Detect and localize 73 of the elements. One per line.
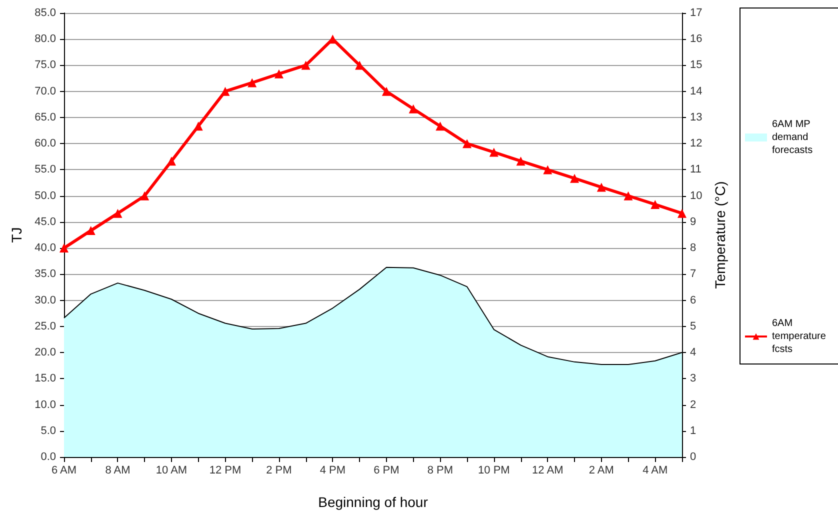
y2-axis-title: Temperature (°C)	[712, 181, 728, 289]
y-tick-label: 45.0	[34, 216, 56, 228]
y2-tick-label: 6	[690, 294, 696, 306]
y2-tick-label: 15	[690, 59, 702, 72]
y2-tick-label: 16	[690, 33, 702, 46]
y-tick-label: 60.0	[34, 138, 56, 150]
y2-tick-label: 10	[690, 190, 702, 202]
legend-label: 6AM MP demand forecasts	[772, 119, 813, 156]
x-tick-label: 10 PM	[478, 464, 510, 476]
point	[516, 156, 526, 166]
point	[113, 208, 122, 218]
y-tick-label: 20.0	[34, 346, 56, 359]
y2-tick-label: 8	[690, 242, 696, 254]
x-tick-label: 12 AM	[532, 464, 564, 476]
x-tick-label: 6 PM	[374, 464, 400, 476]
y2-tick-label: 14	[690, 85, 702, 98]
y-tick-label: 50.0	[34, 190, 56, 202]
y-tick-label: 25.0	[34, 320, 56, 332]
x-tick-label: 4 AM	[642, 464, 668, 476]
point	[543, 165, 552, 174]
y2-tick-label: 17	[690, 7, 702, 19]
y-axis-title: TJ	[8, 227, 25, 243]
point	[86, 226, 96, 236]
y-tick-label: 70.0	[34, 85, 56, 98]
y-tick-label: 65.0	[34, 111, 56, 124]
y-tick-label: 80.0	[34, 33, 56, 46]
y-tick-label: 35.0	[34, 268, 56, 280]
point	[678, 208, 686, 218]
y2-tick-label: 9	[690, 216, 696, 228]
y2-tick-label: 5	[690, 320, 696, 332]
y2-tick-label: 11	[690, 164, 702, 176]
point	[436, 122, 445, 131]
y2-tick-label: 13	[690, 111, 702, 124]
x-tick-label: 4 PM	[320, 464, 346, 476]
point	[570, 174, 580, 183]
x-tick-label: 8 AM	[105, 464, 130, 476]
point	[60, 244, 68, 253]
y-tick-label: 0.0	[40, 451, 56, 463]
point	[382, 86, 391, 96]
point	[194, 122, 203, 131]
y2-tick-label: 1	[690, 424, 696, 437]
y2-tick-label: 12	[690, 138, 702, 150]
x-tick-label: 2 AM	[588, 464, 614, 476]
y-tick-label: 5.0	[40, 424, 56, 437]
x-tick-label: 10 AM	[156, 464, 188, 476]
point	[248, 78, 257, 88]
y-tick-label: 40.0	[34, 242, 56, 254]
point	[274, 69, 284, 78]
x-tick-label: 12 PM	[209, 464, 242, 476]
x-tick-label: 2 PM	[266, 464, 292, 476]
point	[650, 200, 660, 209]
y-tick-label: 75.0	[34, 59, 56, 72]
y2-tick-label: 2	[690, 398, 696, 411]
x-axis-title: Beginning of hour	[318, 494, 428, 510]
y2-tick-label: 7	[690, 268, 696, 280]
x-tick-label: 8 PM	[427, 464, 454, 476]
y2-tick-label: 3	[690, 372, 696, 385]
point	[489, 148, 498, 157]
point	[596, 182, 606, 192]
y-tick-label: 85.0	[34, 7, 56, 19]
point	[140, 191, 150, 200]
point	[408, 104, 418, 114]
y-tick-label: 30.0	[34, 294, 56, 306]
y-tick-label: 15.0	[34, 372, 56, 385]
point	[301, 60, 310, 70]
y2-tick-label: 4	[690, 346, 696, 359]
point	[462, 139, 472, 148]
x-tick-label: 6 AM	[51, 464, 77, 476]
legend-label: 6AM temperature fcsts	[772, 318, 829, 355]
y2-tick-label: 0	[690, 451, 696, 463]
y-tick-label: 55.0	[34, 164, 56, 176]
y-tick-label: 10.0	[34, 398, 56, 411]
point	[624, 191, 633, 200]
